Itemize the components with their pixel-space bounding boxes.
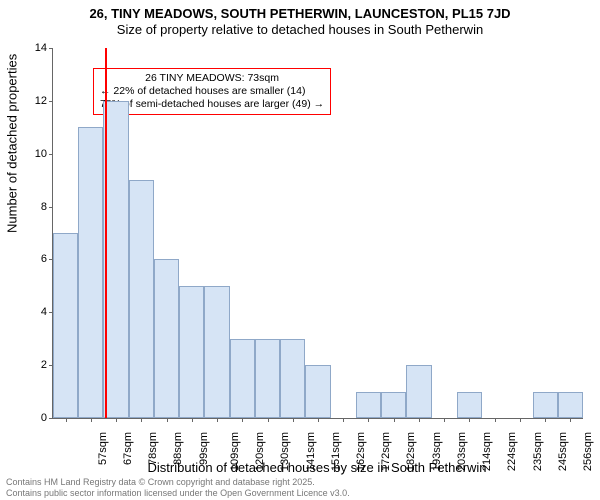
bar <box>558 392 583 418</box>
y-tick-label: 8 <box>23 201 47 213</box>
x-axis-label: Distribution of detached houses by size … <box>52 460 582 475</box>
info-box: 26 TINY MEADOWS: 73sqm ← 22% of detached… <box>93 68 331 115</box>
y-axis-label: Number of detached properties <box>5 54 20 233</box>
y-tick-label: 14 <box>23 42 47 54</box>
bar <box>204 286 229 418</box>
bar <box>103 101 128 418</box>
bar <box>129 180 154 418</box>
bar <box>457 392 482 418</box>
bar <box>280 339 305 418</box>
footer-line2: Contains public sector information licen… <box>6 488 350 498</box>
info-box-line2: 78% of semi-detached houses are larger (… <box>100 98 324 111</box>
bar <box>53 233 78 418</box>
y-tick-label: 6 <box>23 253 47 265</box>
bar <box>154 259 179 418</box>
footer: Contains HM Land Registry data © Crown c… <box>6 477 350 498</box>
y-tick-label: 2 <box>23 359 47 371</box>
info-box-line1: ← 22% of detached houses are smaller (14… <box>100 85 324 98</box>
x-tick-label: 256sqm <box>582 432 594 471</box>
bar <box>406 365 431 418</box>
bar <box>533 392 558 418</box>
property-marker-line <box>105 48 107 418</box>
chart-title: 26, TINY MEADOWS, SOUTH PETHERWIN, LAUNC… <box>0 6 600 22</box>
bar <box>305 365 330 418</box>
plot-area: 26 TINY MEADOWS: 73sqm ← 22% of detached… <box>52 48 583 419</box>
chart-subtitle: Size of property relative to detached ho… <box>0 22 600 38</box>
bar <box>78 127 103 418</box>
y-tick-label: 4 <box>23 306 47 318</box>
bar <box>179 286 204 418</box>
y-tick-label: 10 <box>23 148 47 160</box>
footer-line1: Contains HM Land Registry data © Crown c… <box>6 477 350 487</box>
bar <box>255 339 280 418</box>
y-tick-label: 12 <box>23 95 47 107</box>
bar <box>381 392 406 418</box>
info-box-title: 26 TINY MEADOWS: 73sqm <box>100 72 324 85</box>
bar <box>356 392 381 418</box>
bar <box>230 339 255 418</box>
y-tick-label: 0 <box>23 412 47 424</box>
